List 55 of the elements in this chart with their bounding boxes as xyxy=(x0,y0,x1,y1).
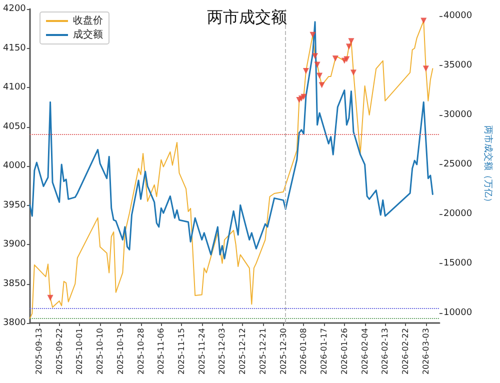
x-tick-label: 2025-10-19 xyxy=(116,328,125,374)
x-tick-label: 2025-12-21 xyxy=(258,328,268,374)
y-tick-label: 4100 xyxy=(3,82,26,92)
x-tick-label: 2026-02-04 xyxy=(360,328,370,374)
point xyxy=(302,68,309,74)
x-tick-label: 2025-09-22 xyxy=(54,328,64,374)
y-tick-label: 4000 xyxy=(3,161,26,171)
y-tick-label: 3900 xyxy=(3,240,26,250)
point xyxy=(312,53,318,60)
x-tick-label: 2025-11-15 xyxy=(177,328,186,374)
y-tick-label: 3800 xyxy=(3,318,26,328)
x-tick-label: 2025-12-12 xyxy=(238,328,248,374)
x-tick-label: 2026-03-03 xyxy=(421,328,430,374)
y2-tick-label: 10000 xyxy=(443,308,472,318)
y-tick-label: 3850 xyxy=(3,278,26,289)
y2-tick-label: 40000 xyxy=(443,10,472,21)
point xyxy=(47,294,54,301)
point xyxy=(332,55,338,62)
y2-tick-label: 30000 xyxy=(443,110,472,120)
chart-title: 两市成交额 xyxy=(207,8,287,26)
y2-tick-label: 35000 xyxy=(443,60,472,70)
x-tick-label: 2025-10-01 xyxy=(75,328,84,374)
x-tick-label: 2025-12-30 xyxy=(278,328,288,374)
point xyxy=(300,94,307,100)
x-tick-label: 2026-02-22 xyxy=(401,328,410,374)
x-tick-label: 2025-10-10 xyxy=(96,328,105,374)
y2-tick-label: 20000 xyxy=(443,209,472,220)
y2-tick-label: 15000 xyxy=(443,258,472,269)
x-tick-label: 2026-01-08 xyxy=(299,328,308,374)
point xyxy=(348,38,354,44)
x-tick-label: 2025-11-24 xyxy=(197,328,206,374)
point xyxy=(310,32,316,38)
x-tick-label: 2026-01-26 xyxy=(340,328,349,374)
legend-label: 收盘价 xyxy=(73,14,103,26)
y-tick-label: 4150 xyxy=(3,43,26,54)
x-tick-label: 2025-09-13 xyxy=(34,328,44,374)
legend-label: 成交额 xyxy=(73,28,103,40)
point xyxy=(316,72,323,79)
point xyxy=(314,62,320,68)
y2-axis-title: 两市成交额（万亿） xyxy=(482,126,494,206)
y-tick-label: 4200 xyxy=(3,4,26,14)
point xyxy=(422,66,429,72)
x-tick-label: 2025-11-06 xyxy=(156,328,166,374)
x-tick-label: 2025-10-28 xyxy=(136,328,146,374)
point xyxy=(344,56,350,62)
y-tick-label: 4050 xyxy=(3,122,26,132)
point xyxy=(346,44,352,50)
y-tick-label: 3950 xyxy=(3,200,26,210)
x-tick-label: 2026-01-17 xyxy=(320,328,329,374)
point xyxy=(318,82,325,88)
point xyxy=(350,70,356,76)
x-tick-label: 2026-02-13 xyxy=(380,328,390,374)
y2-tick-label: 25000 xyxy=(443,160,472,170)
x-tick-label: 2025-12-03 xyxy=(218,328,227,374)
point xyxy=(420,18,427,24)
